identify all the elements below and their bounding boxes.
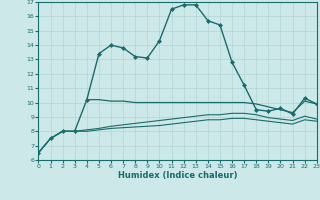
X-axis label: Humidex (Indice chaleur): Humidex (Indice chaleur): [118, 171, 237, 180]
